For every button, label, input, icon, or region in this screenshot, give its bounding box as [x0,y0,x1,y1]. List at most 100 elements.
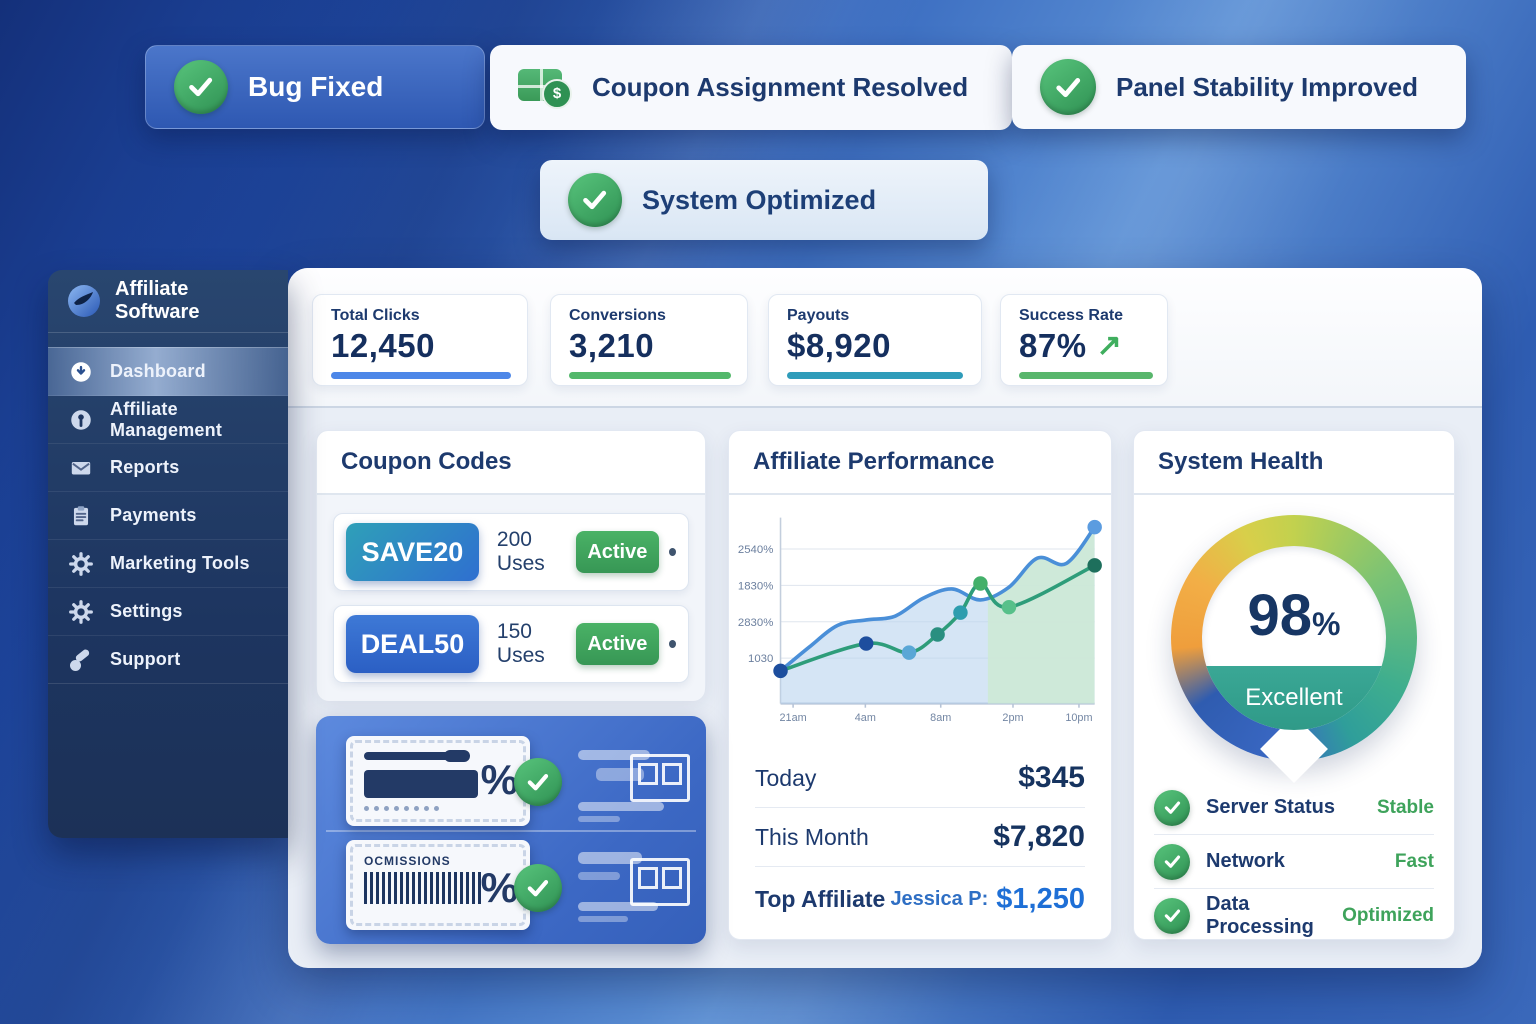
arrow-up-right-icon: ↗ [1096,329,1123,362]
sidebar-item-dashboard[interactable]: Dashboard [48,347,288,396]
wrench-icon [68,647,94,673]
status-row-network: Network Fast [1154,834,1434,888]
stat-label: Conversions [569,307,666,324]
summary-label: This Month [755,823,869,850]
affiliate-management-icon [68,407,94,433]
card-title: System Health [1158,448,1324,475]
coupon-menu-dot[interactable] [668,640,677,648]
svg-text:2pm: 2pm [1002,712,1023,724]
barcode [364,872,482,904]
check-icon [1154,897,1190,934]
stat-value-text: 87% [1019,327,1087,364]
status-row-data-processing: Data Processing Optimized [1154,888,1434,942]
coupon-illustration: % OCMISSIONS % [316,716,706,944]
sidebar-item-label: Settings [110,601,183,621]
stat-underline [787,372,963,379]
gauge-inner: 98% Excellent [1202,546,1386,730]
gauge-number: 98 [1247,583,1313,648]
summary-label: Today [755,764,817,791]
svg-text:1830%: 1830% [738,580,773,592]
barcode-label: OCMISSIONS [364,854,451,868]
toast-bug-fixed[interactable]: Bug Fixed [145,45,485,129]
stat-underline [569,372,731,379]
status-label: Data Processing [1206,892,1314,938]
coupon-menu-dot[interactable] [668,548,677,556]
sidebar-item-label: Dashboard [110,361,206,381]
clipboard-icon [68,503,94,529]
status-value: Optimized [1342,904,1434,926]
stat-label: Success Rate [1019,307,1124,324]
stat-card-success-rate: Success Rate 87% ↗ [1000,294,1168,386]
app-title: Affiliate Software [115,278,200,323]
toast-label: Coupon Assignment Resolved [592,72,969,102]
toast-system-optimized[interactable]: System Optimized [540,160,988,240]
toast-label: System Optimized [642,184,877,215]
card-title: Coupon Codes [341,448,512,475]
sidebar-header: Affiliate Software [48,270,288,333]
sidebar-item-label: Reports [110,457,180,477]
ticket-dots [364,806,439,811]
card-header: Coupon Codes [317,431,705,495]
sidebar-item-label: Payments [110,505,197,525]
top-affiliate-value: $1,250 [996,882,1085,915]
card-title: Affiliate Performance [753,448,995,475]
sidebar-item-reports[interactable]: Reports [48,444,288,492]
stat-card-conversions: Conversions 3,210 [550,294,748,386]
check-icon [568,173,622,227]
status-label: Server Status [1206,796,1335,818]
stat-underline [1019,372,1153,379]
coupon-ticket-graphic: % [346,736,530,826]
toast-coupon-assignment[interactable]: $ Coupon Assignment Resolved [490,45,1012,130]
check-icon [514,758,562,806]
stat-value: $8,920 [787,327,891,364]
performance-summary: Today $345 This Month $7,820 Top Affilia… [729,743,1111,931]
stat-value: 12,450 [331,327,435,364]
affiliate-performance-card: Affiliate Performance 2540% 1830% 2830% 103… [728,430,1112,940]
placeholder-line [578,750,650,760]
svg-text:10pm: 10pm [1065,712,1092,724]
coupon-code-button[interactable]: DEAL50 [346,615,479,673]
svg-text:2540%: 2540% [738,544,773,556]
health-status-list: Server Status Stable Network Fast Data P… [1134,781,1454,942]
sidebar-item-marketing-tools[interactable]: Marketing Tools [48,540,288,588]
system-health-card: System Health 98% Excellent [1133,430,1455,940]
sidebar-item-support[interactable]: Support [48,636,288,684]
stat-label: Total Clicks [331,307,420,324]
stat-value: 87% ↗ [1019,327,1149,365]
card-header: System Health [1134,431,1454,495]
placeholder-line [578,802,664,811]
check-icon [1154,789,1190,826]
toast-label: Bug Fixed [248,71,384,102]
toast-panel-stability[interactable]: Panel Stability Improved [1012,45,1466,129]
status-value: Stable [1376,796,1434,818]
gear-icon [68,551,94,577]
performance-chart-container: 2540% 1830% 2830% 1030 21am 4am 8am 2pm 10pm [729,495,1111,743]
check-icon [1154,843,1190,880]
percent-glyph: % [480,756,518,803]
coupon-list: SAVE20 200 Uses Active DEAL50 150 Uses A… [317,495,705,701]
sidebar-item-payments[interactable]: Payments [48,492,288,540]
percent-glyph: % [480,864,518,911]
svg-text:1030: 1030 [748,653,773,665]
summary-value: $345 [1018,761,1085,794]
placeholder-line [578,852,642,864]
coupon-status-badge[interactable]: Active [575,623,659,665]
summary-row-top-affiliate: Top Affiliate Jessica P: $1,250 [755,866,1085,931]
summary-row-today: Today $345 [755,749,1085,807]
ticket-line [364,752,468,760]
sidebar-item-settings[interactable]: Settings [48,588,288,636]
summary-value: $7,820 [993,820,1085,853]
coupon-status-badge[interactable]: Active [575,531,659,573]
app-logo-icon [68,285,100,317]
sidebar-item-affiliate-management[interactable]: Affiliate Management [48,396,288,444]
coupon-code-button[interactable]: SAVE20 [346,523,479,581]
gauge-rating-band: Excellent [1202,665,1386,730]
svg-text:2830%: 2830% [738,617,773,629]
placeholder-line [578,916,628,922]
sidebar: Affiliate Software Dashboard Affiliate M… [48,270,288,838]
svg-text:4am: 4am [855,712,876,724]
placeholder-line [578,816,620,822]
coupon-codes-card: Coupon Codes SAVE20 200 Uses Active DEAL… [316,430,706,701]
stat-card-payouts: Payouts $8,920 [768,294,982,386]
